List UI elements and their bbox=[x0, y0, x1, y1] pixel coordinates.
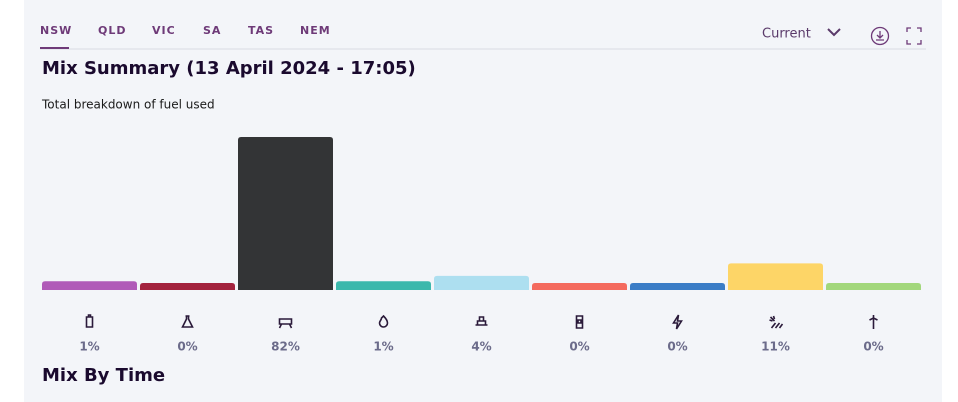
fuel-icon bbox=[85, 314, 94, 328]
dropdown-chevron[interactable] bbox=[827, 28, 841, 37]
chart-subtitle: Total breakdown of fuel used bbox=[41, 98, 215, 112]
fuel-icon bbox=[181, 315, 194, 328]
value-label: 0% bbox=[177, 340, 197, 354]
tab[interactable]: NSW bbox=[40, 24, 72, 37]
value-label: 4% bbox=[471, 340, 491, 354]
chart-title: Mix Summary (13 April 2024 - 17:05) bbox=[42, 58, 416, 79]
tab[interactable]: SA bbox=[203, 24, 221, 37]
bar bbox=[728, 263, 823, 290]
fuel-icon bbox=[278, 318, 293, 329]
value-label: 11% bbox=[761, 340, 790, 354]
bar bbox=[532, 283, 627, 290]
fuel-icon bbox=[769, 315, 784, 329]
tab[interactable]: TAS bbox=[248, 24, 274, 37]
fuel-icon bbox=[575, 315, 584, 329]
fullscreen-button[interactable] bbox=[906, 27, 922, 45]
fuel-icon bbox=[869, 315, 878, 329]
panel bbox=[24, 0, 942, 402]
bar bbox=[42, 281, 137, 290]
bar bbox=[238, 137, 333, 290]
value-label: 0% bbox=[667, 340, 687, 354]
bar bbox=[630, 283, 725, 290]
bar bbox=[434, 275, 529, 290]
section-title: Mix By Time bbox=[42, 365, 165, 386]
fuel-icon bbox=[475, 316, 488, 326]
value-label: 0% bbox=[863, 340, 883, 354]
value-label: 1% bbox=[79, 340, 99, 354]
fuel-icon bbox=[672, 314, 683, 330]
value-label: 0% bbox=[569, 340, 589, 354]
download-button[interactable] bbox=[870, 26, 890, 46]
bar bbox=[336, 281, 431, 290]
value-label: 1% bbox=[373, 340, 393, 354]
tab[interactable]: QLD bbox=[98, 24, 127, 37]
period-selector[interactable]: Current bbox=[762, 27, 811, 42]
fuel-icon bbox=[378, 314, 389, 328]
tab[interactable]: NEM bbox=[300, 24, 331, 37]
tab[interactable]: VIC bbox=[152, 24, 176, 37]
bar bbox=[140, 283, 235, 290]
value-label: 82% bbox=[271, 340, 300, 354]
bar bbox=[826, 283, 921, 290]
